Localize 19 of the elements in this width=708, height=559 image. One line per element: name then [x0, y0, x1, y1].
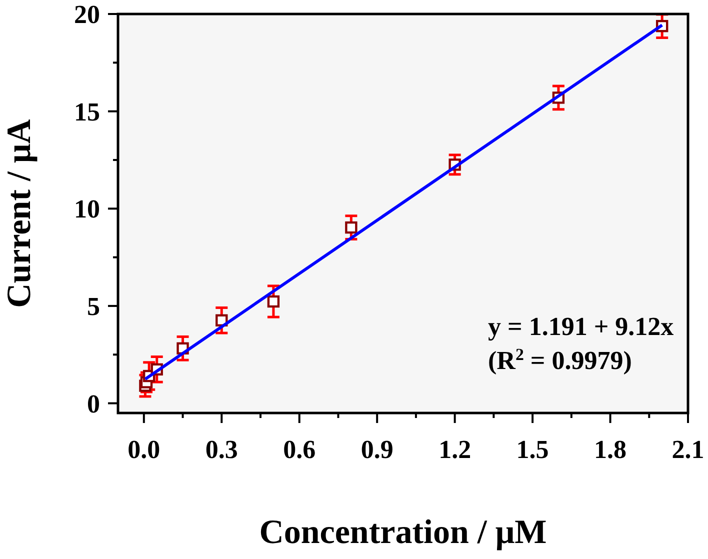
x-tick-label: 1.2 — [438, 435, 472, 464]
y-axis-title: Current / μA — [1, 118, 38, 308]
x-tick-label: 1.8 — [594, 435, 627, 464]
x-tick-label: 1.5 — [516, 435, 549, 464]
x-tick-label: 0.9 — [360, 435, 394, 464]
y-tick-label: 10 — [74, 194, 100, 224]
x-tick-label: 2.1 — [672, 435, 704, 464]
point — [345, 221, 358, 234]
x-tick-label: 0.6 — [283, 435, 316, 464]
x-tick-label: 0.3 — [205, 435, 238, 464]
x-axis-title: Concentration / μM — [259, 514, 547, 551]
annotation: y = 1.191 + 9.12x — [488, 312, 674, 341]
x-tick-label: 0.0 — [128, 435, 160, 464]
annotation: (R$^{2}$ = 0.9979) — [488, 344, 632, 375]
y-tick-label: 15 — [74, 97, 100, 126]
point — [267, 295, 280, 308]
y-tick-label: 5 — [87, 292, 100, 322]
y-tick-label: 20 — [74, 0, 100, 30]
y-tick-label: 0 — [87, 389, 100, 418]
